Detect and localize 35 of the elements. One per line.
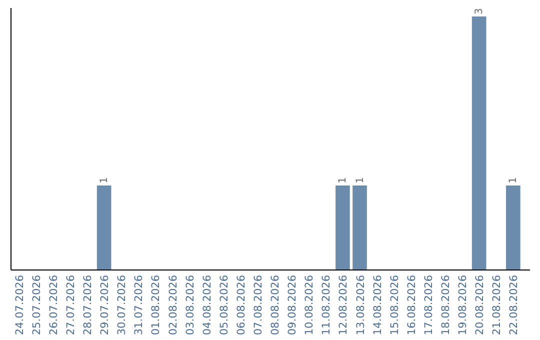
x-tick-label: 04.08.2026 [201,274,214,336]
x-tick-label: 06.08.2026 [235,274,248,336]
data-label: 1 [354,177,366,184]
x-tick-label: 03.08.2026 [184,274,196,336]
x-tick-label: 28.07.2026 [82,274,94,336]
x-tick-label: 10.08.2026 [304,274,316,336]
x-tick-label: 16.08.2026 [406,274,418,336]
x-tick-label: 08.08.2026 [270,274,282,336]
x-tick-label: 27.07.2026 [64,274,77,336]
x-tick-label: 14.08.2026 [372,274,384,336]
x-tick-label: 15.08.2026 [388,274,401,336]
x-tick-label: 29.07.2026 [99,274,112,336]
data-label: 3 [474,8,486,14]
data-label: 1 [338,177,349,184]
x-tick-label: 25.07.2026 [30,274,43,336]
x-tick-label: 20.08.2026 [474,274,486,336]
x-tick-label: 01.08.2026 [150,274,162,336]
x-tick-label: 13.08.2026 [354,274,367,336]
x-tick-label: 09.08.2026 [286,274,299,336]
x-tick-label: 31.07.2026 [133,274,146,336]
x-tick-label: 18.08.2026 [440,274,452,336]
x-tick-label: 05.08.2026 [218,274,230,336]
x-tick-label: 07.08.2026 [252,274,264,336]
x-tick-label: 26.07.2026 [48,274,60,336]
x-tick-label: 30.07.2026 [116,274,128,336]
x-tick-label: 24.07.2026 [14,274,26,336]
data-label: 1 [99,177,110,184]
x-tick-label: 21.08.2026 [491,274,504,336]
x-tick-label: 02.08.2026 [167,274,180,336]
data-label: 1 [508,177,520,184]
x-tick-label: 19.08.2026 [457,274,470,336]
x-tick-label: 17.08.2026 [422,274,435,336]
x-tick-label: 22.08.2026 [508,274,520,336]
x-tick-label: 11.08.2026 [320,274,333,336]
x-tick-label: 12.08.2026 [338,274,350,336]
